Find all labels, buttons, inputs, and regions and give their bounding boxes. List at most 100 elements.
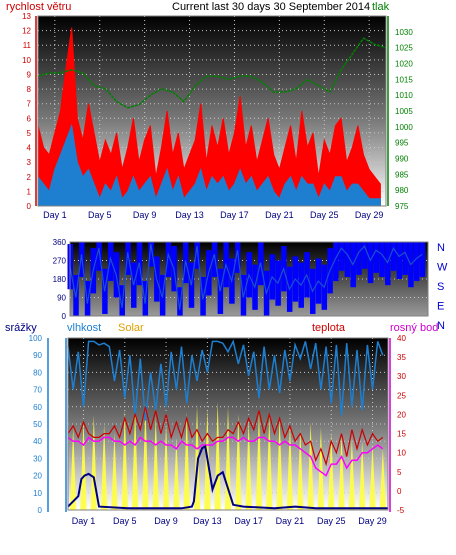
solar-bar [245,420,252,510]
solar-bar [100,424,108,510]
humidity-tick-label: 0 [38,506,43,515]
wind-speed-tick-label: 0 [27,202,32,211]
temperature-line [67,406,384,467]
legend-solar: Solar [118,322,144,334]
solar-bar [183,411,190,510]
temperature-tick-label: 0 [397,487,402,496]
x-tick-label: Day 29 [355,210,384,220]
wind-speed-tick-label: 2 [27,173,32,182]
wind-speed-tick-label: 9 [27,70,32,79]
humidity-tick-label: 30 [33,454,42,463]
humidity-tick-label: 70 [33,386,42,395]
solar-bar [162,424,170,510]
direction-bar [379,242,385,277]
wind-speed-tick-label: 4 [27,144,32,153]
x-tick-label: Day 17 [220,210,249,220]
direction-bar [148,242,154,267]
wind-plot-series [37,27,387,207]
direction-tick-label: 270 [53,257,67,266]
direction-tick-label: 90 [57,294,66,303]
pressure-tick-label: 985 [395,170,409,179]
wind-speed-tick-label: 5 [27,129,32,138]
temperature-tick-label: 5 [397,468,402,477]
x-tick-label: Day 5 [113,516,137,526]
solar-bar [121,410,128,510]
pressure-tick-label: 1005 [395,107,413,116]
humidity-tick-label: 60 [33,403,42,412]
humidity-tick-label: 20 [33,472,42,481]
pressure-tick-label: 1025 [395,44,413,53]
direction-bar [107,242,114,282]
x-tick-label: Day 1 [43,210,67,220]
legend-dew-point: rosný bod [390,322,438,334]
direction-bar [373,242,380,273]
wind-speed-tick-label: 11 [23,41,32,50]
compass-label: W [437,262,448,274]
direction-bar [125,242,131,275]
direction-plot-frame [69,241,429,317]
solar-bar [266,415,273,510]
x-tick-label: Day 21 [265,210,294,220]
pressure-tick-label: 990 [395,155,409,164]
humidity-tick-label: 40 [33,437,42,446]
temperature-tick-label: 20 [397,410,406,419]
compass-label: N [437,242,445,254]
compass-label: S [437,281,444,293]
x-tick-label: Day 13 [175,210,204,220]
solar-bar [111,432,118,510]
legend-humidity: vlhkost [67,322,101,334]
climate-plot-ticks: Day 1 Day 5 Day 9 Day 13 Day 17 Day 21 Day 25 D… [29,334,407,526]
wind-speed-tick-label: 13 [22,12,31,21]
solar-bar [317,427,325,510]
wind-speed-tick-label: 10 [22,56,31,65]
solar-bar [69,427,77,510]
pressure-tick-label: 1010 [395,91,413,100]
direction-bar [84,281,91,316]
wind-speed-tick-label: 7 [27,100,32,109]
direction-bar [194,242,201,269]
temperature-tick-label: 40 [397,334,406,343]
direction-plot-series [67,242,426,316]
chart-title: Current last 30 days 30 September 2014 [172,1,370,13]
solar-bar [328,432,335,510]
solar-bar [255,410,263,510]
x-tick-label: Day 25 [317,516,346,526]
wind-speed-axis-label: rychlost větru [6,1,71,13]
x-tick-label: Day 9 [133,210,157,220]
solar-bar [348,437,356,510]
wind-speed-tick-label: 3 [27,158,32,167]
legend-temperature: teplota [312,322,346,334]
wind-speed-tick-label: 12 [22,27,31,36]
temperature-tick-label: 10 [397,449,406,458]
pressure-tick-label: 1030 [395,28,413,37]
solar-bar [297,429,304,510]
direction-bar [367,242,374,284]
solar-bar [235,413,242,510]
humidity-tick-label: 50 [33,420,42,429]
pressure-tick-label: 995 [395,139,409,148]
solar-bar [214,401,221,510]
x-tick-label: Day 21 [276,516,305,526]
rain-line [67,444,388,510]
climate-plot-series [67,339,388,510]
pressure-tick-label: 1015 [395,75,413,84]
pressure-tick-label: 975 [395,202,409,211]
x-tick-label: Day 25 [310,210,339,220]
temperature-tick-label: 35 [397,353,406,362]
solar-bar [307,422,314,510]
wind-speed-tick-label: 6 [27,114,32,123]
x-tick-label: Day 9 [154,516,178,526]
x-tick-label: Day 13 [193,516,222,526]
x-tick-label: Day 29 [358,516,387,526]
wind-speed-tick-label: 1 [27,187,32,196]
legend-rain: srážky [5,322,37,334]
compass-label: N [437,320,445,332]
climate-plot-frame [67,337,389,511]
humidity-line [67,339,384,421]
pressure-tick-label: 1000 [395,123,413,132]
wind-gust-area [37,27,381,207]
pressure-tick-label: 980 [395,186,409,195]
